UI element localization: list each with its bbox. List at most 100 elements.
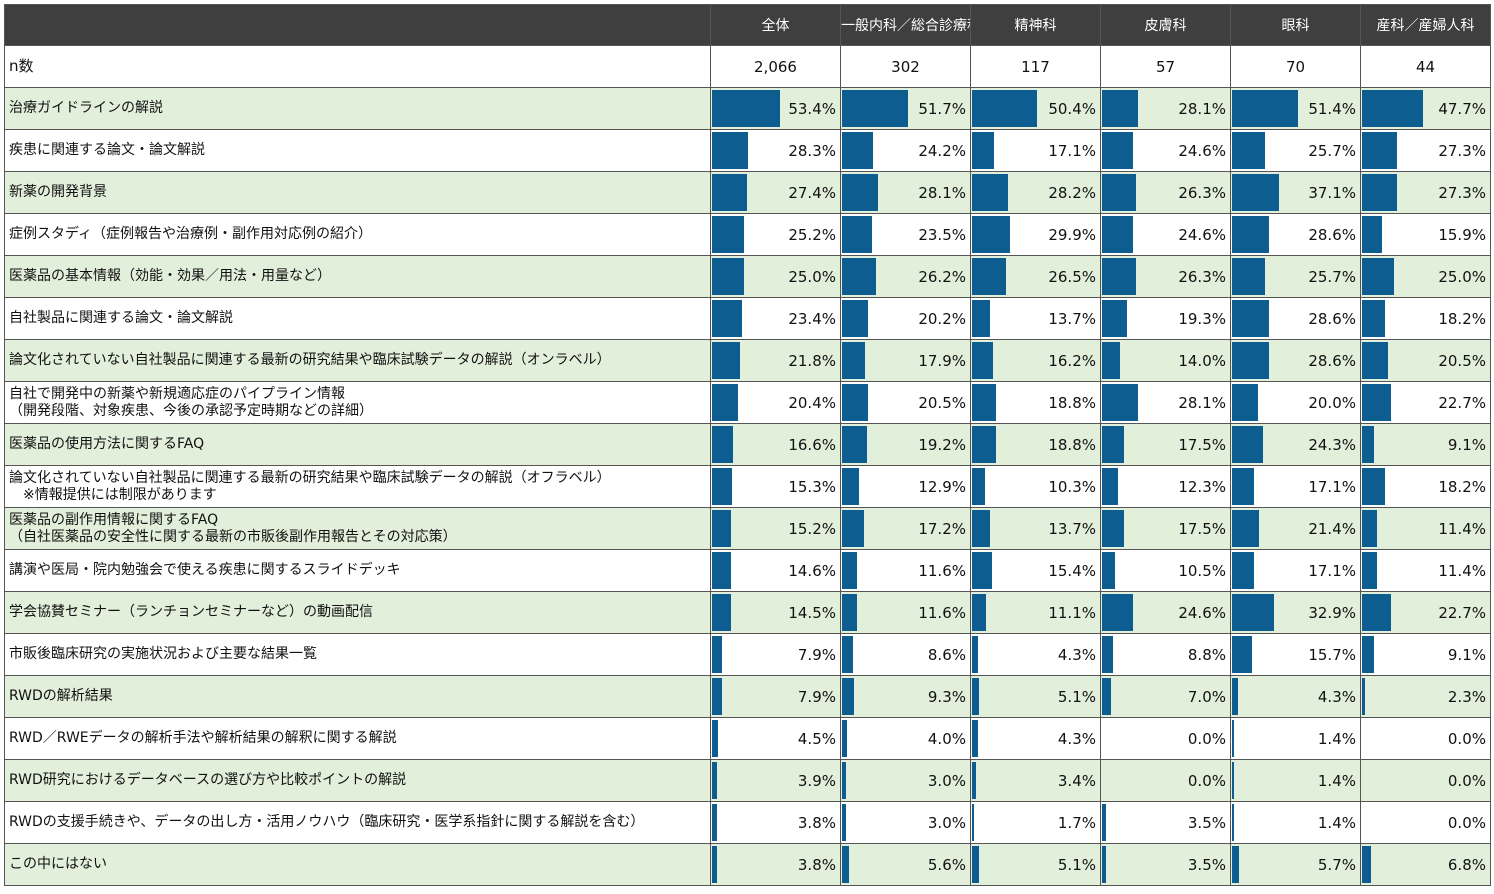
value-cell: 5.6% (840, 843, 971, 886)
bar (1362, 552, 1377, 589)
bar (1362, 342, 1388, 379)
table-row: 学会協賛セミナー（ランチョンセミナーなど）の動画配信 14.5% 11.6% 11.1… (4, 591, 1491, 634)
value-cell: 7.9% (710, 675, 841, 718)
value-label: 51.7% (918, 99, 966, 118)
value-cell: 15.7% (1230, 633, 1361, 676)
row-label-line: 自社で開発中の新薬や新規適応症のパイプライン情報 (9, 385, 345, 402)
row-label: 自社製品に関連する論文・論文解説 (4, 297, 711, 340)
bar (1232, 846, 1239, 883)
row-label-line: RWD研究におけるデータベースの選び方や比較ポイントの解説 (9, 772, 407, 788)
value-cell: 17.9% (840, 339, 971, 382)
value-cell: 4.0% (840, 717, 971, 760)
value-cell: 22.7% (1360, 381, 1491, 424)
value-cell: 12.9% (840, 465, 971, 508)
n-value: 57 (1100, 45, 1231, 88)
bar (1232, 678, 1238, 715)
value-cell: 26.5% (970, 255, 1101, 298)
bar (1362, 258, 1394, 295)
value-cell: 8.8% (1100, 633, 1231, 676)
value-cell: 25.7% (1230, 255, 1361, 298)
value-label: 21.4% (1308, 519, 1356, 538)
value-label: 16.2% (1048, 351, 1096, 370)
value-cell: 15.9% (1360, 213, 1491, 256)
bar (972, 636, 978, 673)
row-label-line: 講演や医局・院内勉強会で使える疾患に関するスライドデッキ (9, 562, 401, 578)
value-label: 20.5% (918, 393, 966, 412)
bar (1102, 258, 1136, 295)
row-label: RWDの支援手続きや、データの出し方・活用ノウハウ（臨床研究・医学系指針に関する… (4, 801, 711, 844)
bar (842, 636, 853, 673)
value-label: 0.0% (1187, 729, 1226, 748)
value-label: 25.7% (1308, 141, 1356, 160)
bar (972, 132, 994, 169)
value-cell: 50.4% (970, 87, 1101, 130)
column-header: 皮膚科 (1100, 4, 1231, 46)
value-cell: 15.2% (710, 507, 841, 550)
table-row: 医薬品の使用方法に関するFAQ 16.6% 19.2% 18.8% 17.5% 24.3%… (4, 423, 1491, 466)
bar (712, 636, 722, 673)
bar (972, 90, 1037, 127)
row-label-line: （自社医薬品の安全性に関する最新の市販後副作用報告とその対応策） (9, 528, 457, 545)
bar (1232, 132, 1265, 169)
value-cell: 13.7% (970, 507, 1101, 550)
bar (1362, 216, 1382, 253)
value-cell: 3.0% (840, 801, 971, 844)
value-cell: 10.3% (970, 465, 1101, 508)
row-label: 自社で開発中の新薬や新規適応症のパイプライン情報 （開発段階、対象疾患、今後の承認… (4, 381, 711, 424)
value-cell: 28.1% (840, 171, 971, 214)
value-cell: 37.1% (1230, 171, 1361, 214)
value-label: 15.3% (788, 477, 836, 496)
value-cell: 7.9% (710, 633, 841, 676)
value-cell: 15.4% (970, 549, 1101, 592)
value-label: 15.9% (1438, 225, 1486, 244)
value-label: 5.1% (1057, 687, 1096, 706)
row-label: 市販後臨床研究の実施状況および主要な結果一覧 (4, 633, 711, 676)
value-label: 14.6% (788, 561, 836, 580)
row-label: RWD／RWEデータの解析手法や解析結果の解釈に関する解説 (4, 717, 711, 760)
bar (712, 90, 780, 127)
value-cell: 28.3% (710, 129, 841, 172)
value-cell: 11.4% (1360, 549, 1491, 592)
value-cell: 5.1% (970, 675, 1101, 718)
table-row: 論文化されていない自社製品に関連する最新の研究結果や臨床試験データの解説（オフラ… (4, 465, 1491, 508)
bar (712, 300, 742, 337)
value-label: 24.2% (918, 141, 966, 160)
bar (1362, 468, 1385, 505)
table-row: 論文化されていない自社製品に関連する最新の研究結果や臨床試験データの解説（オンラ… (4, 339, 1491, 382)
n-value: 44 (1360, 45, 1491, 88)
bar (1102, 384, 1138, 421)
value-label: 4.3% (1057, 645, 1096, 664)
value-label: 26.3% (1178, 183, 1226, 202)
bar (972, 384, 996, 421)
value-label: 1.4% (1317, 813, 1356, 832)
value-cell: 28.2% (970, 171, 1101, 214)
value-label: 28.6% (1308, 309, 1356, 328)
bar (1232, 342, 1269, 379)
value-cell: 24.6% (1100, 129, 1231, 172)
value-cell: 16.2% (970, 339, 1101, 382)
value-label: 4.0% (927, 729, 966, 748)
value-cell: 9.3% (840, 675, 971, 718)
value-cell: 20.0% (1230, 381, 1361, 424)
value-cell: 25.7% (1230, 129, 1361, 172)
row-label-line: （開発段階、対象疾患、今後の承認予定時期などの詳細） (9, 402, 373, 419)
bar (712, 594, 731, 631)
value-label: 25.0% (1438, 267, 1486, 286)
bar (842, 300, 868, 337)
value-label: 11.6% (918, 561, 966, 580)
value-cell: 17.1% (1230, 465, 1361, 508)
value-cell: 7.0% (1100, 675, 1231, 718)
value-label: 24.6% (1178, 225, 1226, 244)
bar (712, 762, 717, 799)
value-label: 28.1% (918, 183, 966, 202)
bar (972, 552, 992, 589)
value-label: 4.5% (797, 729, 836, 748)
bar (1232, 384, 1258, 421)
value-label: 0.0% (1447, 729, 1486, 748)
bar (1232, 90, 1298, 127)
header-blank (4, 4, 711, 46)
value-cell: 12.3% (1100, 465, 1231, 508)
value-label: 17.1% (1048, 141, 1096, 160)
value-cell: 28.6% (1230, 297, 1361, 340)
bar (972, 300, 990, 337)
